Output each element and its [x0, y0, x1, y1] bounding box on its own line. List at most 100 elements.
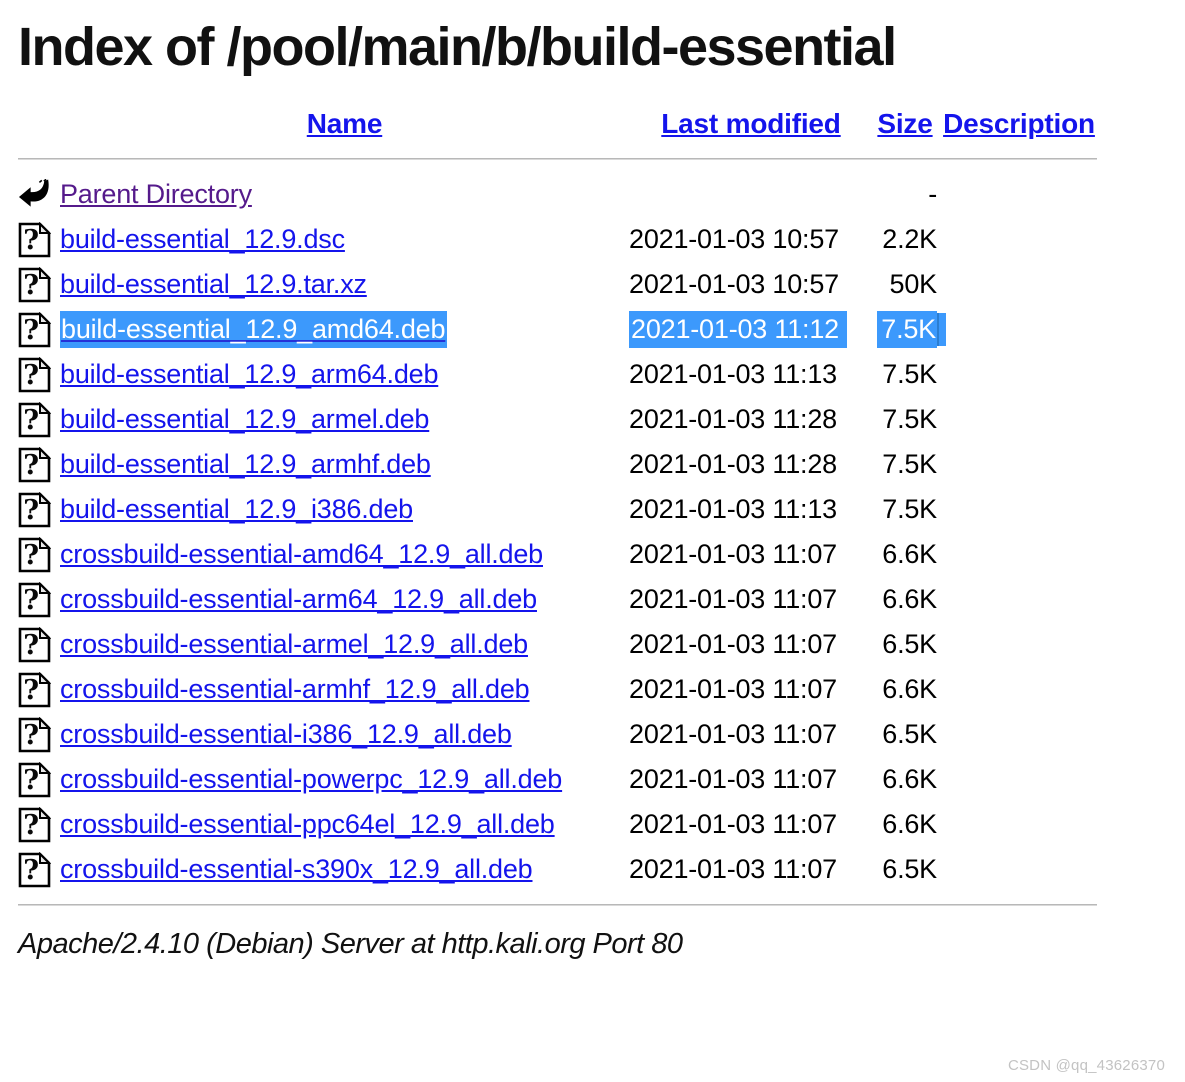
file-link[interactable]: crossbuild-essential-armel_12.9_all.deb: [60, 629, 528, 659]
unknown-file-icon: ?: [18, 352, 60, 397]
listing-body: Parent Directory - ? build-essential_12.…: [18, 172, 1101, 892]
file-modified: 2021-01-03 11:07: [629, 809, 837, 839]
file-description: [937, 397, 1101, 442]
svg-text:?: ?: [23, 495, 39, 526]
file-modified: 2021-01-03 10:57: [629, 224, 839, 254]
svg-text:?: ?: [23, 540, 39, 571]
file-size: 6.6K: [882, 674, 937, 704]
file-description: [937, 532, 1101, 577]
file-description: [937, 262, 1101, 307]
file-link[interactable]: build-essential_12.9_armhf.deb: [60, 449, 431, 479]
unknown-file-icon: ?: [18, 307, 60, 352]
file-modified: 2021-01-03 11:07: [629, 584, 837, 614]
directory-listing-page: Index of /pool/main/b/build-essential Na…: [0, 16, 1185, 961]
file-link[interactable]: crossbuild-essential-armhf_12.9_all.deb: [60, 674, 530, 704]
column-header-row: Name Last modified Size Description: [18, 102, 1101, 146]
table-row: ? build-essential_12.9_armel.deb 2021-01…: [18, 397, 1101, 442]
sort-link-description[interactable]: Description: [943, 108, 1095, 139]
table-row: ? build-essential_12.9.tar.xz 2021-01-03…: [18, 262, 1101, 307]
file-link[interactable]: build-essential_12.9.tar.xz: [60, 269, 367, 299]
unknown-file-icon: ?: [18, 577, 60, 622]
table-row: ? crossbuild-essential-ppc64el_12.9_all.…: [18, 802, 1101, 847]
file-link[interactable]: crossbuild-essential-arm64_12.9_all.deb: [60, 584, 537, 614]
file-table: Name Last modified Size Description: [18, 102, 1101, 892]
file-description: [937, 577, 1101, 622]
file-size: 7.5K: [882, 449, 937, 479]
table-row: ? build-essential_12.9_i386.deb 2021-01-…: [18, 487, 1101, 532]
file-link[interactable]: Parent Directory: [60, 179, 252, 209]
file-size: -: [928, 179, 937, 209]
file-size: 6.6K: [882, 539, 937, 569]
file-description: [937, 757, 1101, 802]
svg-text:?: ?: [23, 720, 39, 751]
table-row: ? build-essential_12.9.dsc 2021-01-03 10…: [18, 217, 1101, 262]
svg-text:?: ?: [23, 630, 39, 661]
unknown-file-icon: ?: [18, 802, 60, 847]
back-arrow-icon: [18, 172, 60, 217]
file-modified: 2021-01-03 11:07: [629, 764, 837, 794]
file-size: 7.5K: [877, 311, 937, 348]
sort-link-last-modified[interactable]: Last modified: [661, 108, 841, 139]
file-description: [937, 172, 1101, 217]
page-title: Index of /pool/main/b/build-essential: [18, 17, 897, 77]
sort-link-name[interactable]: Name: [306, 108, 383, 139]
file-link[interactable]: build-essential_12.9_i386.deb: [60, 494, 413, 524]
svg-text:?: ?: [23, 405, 39, 436]
svg-text:?: ?: [23, 270, 39, 301]
unknown-file-icon: ?: [18, 217, 60, 262]
column-header-description: Description: [937, 102, 1101, 146]
table-row: ? crossbuild-essential-amd64_12.9_all.de…: [18, 532, 1101, 577]
table-row: ? crossbuild-essential-s390x_12.9_all.de…: [18, 847, 1101, 892]
file-description: [937, 847, 1101, 892]
file-link[interactable]: build-essential_12.9_amd64.deb: [60, 311, 448, 348]
file-size: 50K: [889, 269, 938, 299]
file-size: 6.6K: [882, 764, 937, 794]
svg-text:?: ?: [23, 585, 39, 616]
file-link[interactable]: crossbuild-essential-ppc64el_12.9_all.de…: [60, 809, 555, 839]
file-link[interactable]: build-essential_12.9_arm64.deb: [60, 359, 439, 389]
sort-link-size[interactable]: Size: [877, 108, 933, 139]
svg-text:?: ?: [23, 360, 39, 391]
table-row: ? crossbuild-essential-armhf_12.9_all.de…: [18, 667, 1101, 712]
header-rule: [18, 158, 1097, 160]
file-description: [937, 622, 1101, 667]
file-link[interactable]: crossbuild-essential-powerpc_12.9_all.de…: [60, 764, 563, 794]
selection-sliver: [937, 313, 946, 347]
svg-text:?: ?: [23, 765, 39, 796]
file-link[interactable]: build-essential_12.9.dsc: [60, 224, 345, 254]
column-header-icon: [18, 102, 60, 146]
file-description: [937, 217, 1101, 262]
file-description: [937, 352, 1101, 397]
file-description: [937, 487, 1101, 532]
unknown-file-icon: ?: [18, 712, 60, 757]
file-modified: 2021-01-03 10:57: [629, 269, 839, 299]
svg-text:?: ?: [23, 225, 39, 256]
unknown-file-icon: ?: [18, 757, 60, 802]
file-size: 6.5K: [882, 629, 937, 659]
table-row: ? crossbuild-essential-arm64_12.9_all.de…: [18, 577, 1101, 622]
svg-text:?: ?: [23, 450, 39, 481]
file-modified: 2021-01-03 11:07: [629, 674, 837, 704]
unknown-file-icon: ?: [18, 667, 60, 712]
file-link[interactable]: build-essential_12.9_armel.deb: [60, 404, 430, 434]
unknown-file-icon: ?: [18, 262, 60, 307]
file-description: [937, 667, 1101, 712]
file-size: 7.5K: [882, 494, 937, 524]
table-row: ? crossbuild-essential-armel_12.9_all.de…: [18, 622, 1101, 667]
file-link[interactable]: crossbuild-essential-amd64_12.9_all.deb: [60, 539, 543, 569]
unknown-file-icon: ?: [18, 487, 60, 532]
file-modified: 2021-01-03 11:07: [629, 539, 837, 569]
file-size: 6.5K: [882, 719, 937, 749]
file-link[interactable]: crossbuild-essential-i386_12.9_all.deb: [60, 719, 512, 749]
table-row: ? build-essential_12.9_arm64.deb 2021-01…: [18, 352, 1101, 397]
file-size: 6.6K: [882, 584, 937, 614]
file-description: [937, 307, 1101, 352]
svg-text:?: ?: [23, 315, 39, 346]
svg-text:?: ?: [23, 855, 39, 886]
file-size: 7.5K: [882, 359, 937, 389]
file-link[interactable]: crossbuild-essential-s390x_12.9_all.deb: [60, 854, 533, 884]
column-header-last-modified: Last modified: [629, 102, 873, 146]
file-modified: 2021-01-03 11:07: [629, 629, 837, 659]
table-row: ? crossbuild-essential-powerpc_12.9_all.…: [18, 757, 1101, 802]
unknown-file-icon: ?: [18, 847, 60, 892]
